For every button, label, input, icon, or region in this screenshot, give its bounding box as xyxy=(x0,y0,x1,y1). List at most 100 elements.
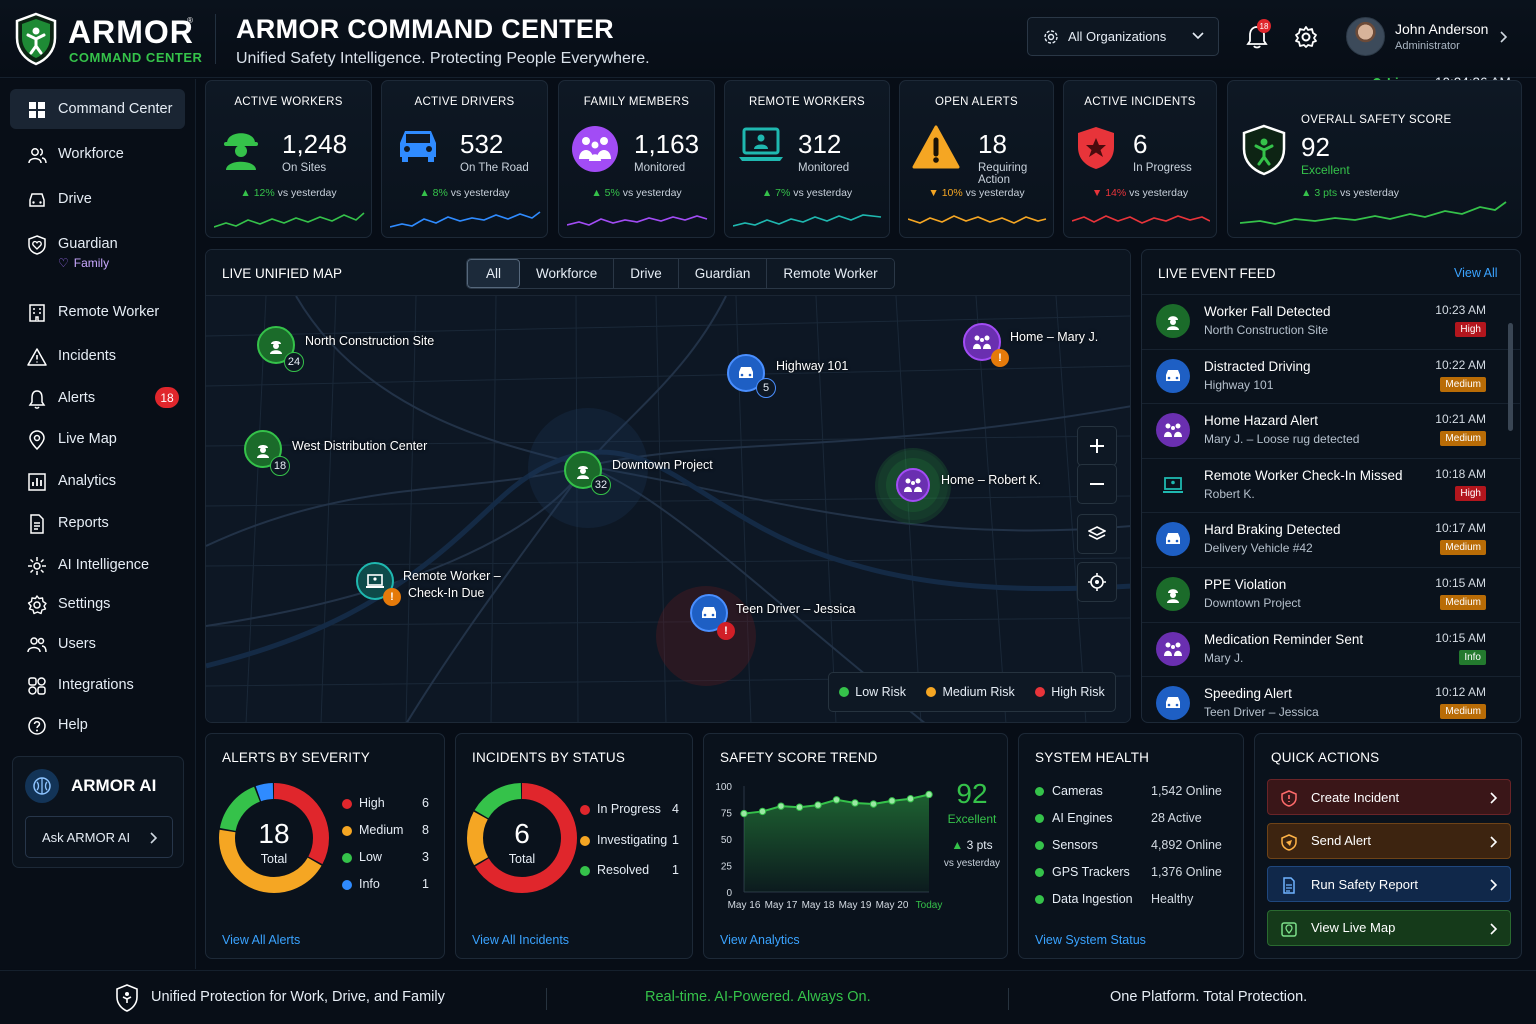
tab-all[interactable]: All xyxy=(467,259,521,288)
event-row[interactable]: Speeding Alert Teen Driver – Jessica 10:… xyxy=(1142,676,1520,722)
integrations-icon xyxy=(28,677,46,695)
sidebar-item-label: Analytics xyxy=(58,473,117,489)
tab-drive[interactable]: Drive xyxy=(614,259,679,288)
kpi-card-active-workers[interactable]: ACTIVE WORKERS 1,248 On Sites ▲ 12% vs y… xyxy=(205,80,372,238)
sidebar-item-guardian[interactable]: Guardian ♡ Family xyxy=(10,224,185,270)
settings-gear-icon[interactable] xyxy=(1294,25,1318,49)
sidebar-item-live-map[interactable]: Live Map xyxy=(10,419,185,459)
tab-guardian[interactable]: Guardian xyxy=(678,259,768,288)
event-row[interactable]: Hard Braking Detected Delivery Vehicle #… xyxy=(1142,512,1520,566)
safety-score-title: OVERALL SAFETY SCORE xyxy=(1301,114,1452,126)
health-value: 28 Active xyxy=(1151,811,1202,825)
kpi-label: Requiring Action xyxy=(978,162,1028,186)
sidebar-item-command-center[interactable]: Command Center xyxy=(10,89,185,129)
kpi-card-open-alerts[interactable]: OPEN ALERTS 18 Requiring Action ▼ 10% vs… xyxy=(899,80,1054,238)
plus-icon xyxy=(1090,439,1104,453)
sidebar-item-remote-worker[interactable]: Remote Worker xyxy=(10,292,185,332)
sidebar-item-label: Workforce xyxy=(58,146,124,162)
sidebar-item-analytics[interactable]: Analytics xyxy=(10,461,185,501)
kpi-card-active-incidents[interactable]: ACTIVE INCIDENTS 6 In Progress ▼ 14% vs … xyxy=(1063,80,1217,238)
sidebar-item-integrations[interactable]: Integrations xyxy=(10,665,185,705)
view-live-map-button[interactable]: View Live Map xyxy=(1267,909,1511,946)
legend-value: 8 xyxy=(422,823,429,837)
run-safety-report-button[interactable]: Run Safety Report xyxy=(1267,866,1511,902)
layers-button[interactable] xyxy=(1077,514,1117,554)
event-time: 10:17 AM xyxy=(1435,521,1486,536)
tab-remote-worker[interactable]: Remote Worker xyxy=(767,259,894,288)
tab-workforce[interactable]: Workforce xyxy=(520,259,615,288)
event-row[interactable]: Home Hazard Alert Mary J. – Loose rug de… xyxy=(1142,403,1520,457)
kpi-card-family-members[interactable]: FAMILY MEMBERS 1,163 Monitored ▲ 5% vs y… xyxy=(558,80,715,238)
kpi-sparkline xyxy=(390,211,541,228)
sidebar-item-incidents[interactable]: Incidents xyxy=(10,336,185,376)
zoom-out-button[interactable] xyxy=(1077,464,1117,504)
sidebar-item-settings[interactable]: Settings xyxy=(10,584,185,624)
kpi-trend: ▼ 14% vs yesterday xyxy=(1091,187,1189,199)
severity-badge: High xyxy=(1455,322,1486,337)
user-name[interactable]: John Anderson xyxy=(1395,21,1489,37)
kpi-value: 532 xyxy=(460,129,504,159)
map-canvas[interactable]: 24 North Construction Site 5 Highway 101… xyxy=(206,296,1130,722)
kpi-card-active-drivers[interactable]: ACTIVE DRIVERS 532 On The Road ▲ 8% vs y… xyxy=(381,80,548,238)
user-avatar[interactable] xyxy=(1346,17,1385,56)
recenter-button[interactable] xyxy=(1077,562,1117,602)
feed-scrollbar[interactable] xyxy=(1508,323,1513,431)
ask-armor-ai-button[interactable]: Ask ARMOR AI xyxy=(25,816,173,858)
health-name: Sensors xyxy=(1052,838,1098,852)
sidebar-item-ai-intelligence[interactable]: AI Intelligence xyxy=(10,545,185,585)
send-alert-button[interactable]: Send Alert xyxy=(1267,822,1511,859)
health-name: Cameras xyxy=(1052,784,1103,798)
x-tick-label: May 18 xyxy=(802,900,835,911)
create-incident-button[interactable]: Create Incident xyxy=(1267,779,1511,815)
event-time: 10:23 AM xyxy=(1435,303,1486,317)
kpi-card-safety-score[interactable]: OVERALL SAFETY SCORE 92 Excellent ▲ 3 pt… xyxy=(1227,80,1522,238)
sidebar-item-label: Alerts xyxy=(58,390,96,406)
pin-label: Highway 101 xyxy=(776,359,849,373)
footer: Unified Protection for Work, Drive, and … xyxy=(0,970,1536,1024)
pin-count: 5 xyxy=(756,378,776,398)
event-icon xyxy=(1156,686,1190,721)
zoom-in-button[interactable] xyxy=(1077,426,1117,466)
alerts-donut-chart xyxy=(219,783,329,893)
view-all-incidents-link[interactable]: View All Incidents xyxy=(472,933,570,947)
map-pin-west-distribution[interactable] xyxy=(244,430,282,468)
sidebar-item-users[interactable]: Users xyxy=(10,624,185,664)
family-icon xyxy=(1164,423,1182,438)
sidebar-item-sub: ♡ Family xyxy=(58,256,109,270)
legend-value: 1 xyxy=(672,832,679,847)
view-system-status-link[interactable]: View System Status xyxy=(1035,933,1146,947)
kpi-title: REMOTE WORKERS xyxy=(748,96,865,108)
view-analytics-link[interactable]: View Analytics xyxy=(720,933,800,947)
kpi-sparkline xyxy=(733,214,882,227)
sidebar-item-help[interactable]: Help xyxy=(10,705,185,745)
event-row[interactable]: PPE Violation Downtown Project 10:15 AM … xyxy=(1142,567,1520,621)
event-subtitle: Teen Driver – Jessica xyxy=(1204,705,1319,720)
map-pin-home-robert[interactable] xyxy=(896,468,930,502)
alerts-by-severity-panel: ALERTS BY SEVERITY 18 Total High 6 Medium… xyxy=(205,733,445,959)
view-all-alerts-link[interactable]: View All Alerts xyxy=(222,933,301,947)
trend-point xyxy=(740,809,748,818)
organization-select[interactable]: All Organizations xyxy=(1027,17,1219,56)
shield-alert-icon xyxy=(1281,790,1297,807)
view-all-events-link[interactable]: View All xyxy=(1454,266,1498,280)
kpi-card-remote-workers[interactable]: REMOTE WORKERS 312 Monitored ▲ 7% vs yes… xyxy=(724,80,890,238)
sidebar-item-workforce[interactable]: Workforce xyxy=(10,134,185,174)
legend-item: Low xyxy=(342,850,382,864)
sidebar-item-reports[interactable]: Reports xyxy=(10,503,185,543)
event-row[interactable]: Distracted Driving Highway 101 10:22 AM … xyxy=(1142,348,1520,403)
sidebar-item-alerts[interactable]: Alerts 18 xyxy=(10,378,185,418)
donut-slice-medium xyxy=(219,783,329,893)
event-row[interactable]: Worker Fall Detected North Construction … xyxy=(1142,294,1520,348)
y-tick-label: 100 xyxy=(715,782,732,793)
armor-shield-logo-icon xyxy=(15,12,57,66)
event-row[interactable]: Remote Worker Check-In Missed Robert K. … xyxy=(1142,457,1520,512)
event-row[interactable]: Medication Reminder Sent Mary J. 10:15 A… xyxy=(1142,621,1520,676)
sidebar-item-drive[interactable]: Drive xyxy=(10,179,185,219)
kpi-label: Monitored xyxy=(798,162,850,174)
severity-badge: Info xyxy=(1459,649,1486,665)
event-title: Home Hazard Alert xyxy=(1204,413,1319,429)
chevron-right-icon[interactable] xyxy=(1500,31,1508,43)
donut-slice-in-progress xyxy=(467,783,577,893)
trend-title: SAFETY SCORE TREND xyxy=(720,750,878,765)
event-title: PPE Violation xyxy=(1204,577,1287,592)
